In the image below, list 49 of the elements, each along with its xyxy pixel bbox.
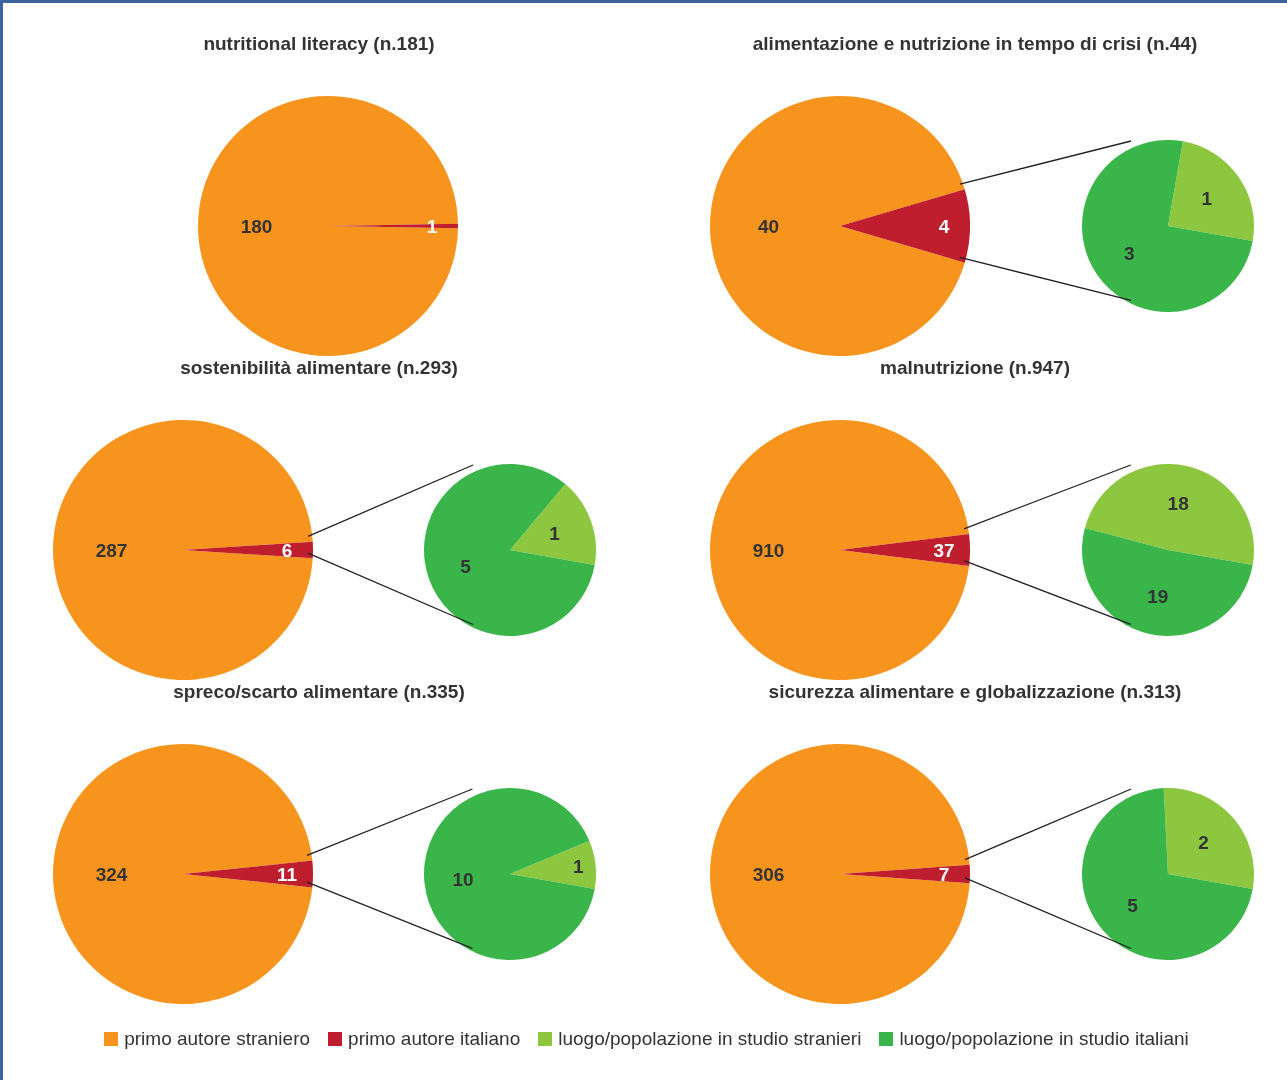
chart-title: sostenibilità alimentare (n.293) — [179, 357, 459, 379]
legend-label: primo autore italiano — [348, 1028, 521, 1050]
legend-label: luogo/popolazione in studio italiani — [899, 1028, 1189, 1050]
data-label: 19 — [1147, 585, 1169, 607]
pie-slice — [710, 96, 965, 356]
data-label: 10 — [452, 868, 474, 890]
data-label: 5 — [1127, 894, 1139, 916]
data-label: 180 — [240, 215, 273, 237]
pie-slice — [510, 484, 596, 565]
pie-slice — [510, 840, 596, 889]
pie-slice — [198, 96, 458, 356]
pie-slice — [53, 420, 313, 680]
pie-slice — [1084, 464, 1254, 565]
pie-slice — [710, 420, 970, 680]
data-label: 7 — [938, 863, 950, 885]
chart-title: alimentazione e nutrizione in tempo di crisi (n.44) — [751, 33, 1199, 55]
legend-label: luogo/popolazione in studio stranieri — [558, 1028, 862, 1050]
data-label: 40 — [757, 215, 780, 237]
chart-title: malnutrizione (n.947) — [879, 357, 1071, 379]
data-label: 324 — [95, 863, 128, 885]
pie-slice — [424, 788, 595, 960]
chart-title: nutritional literacy (n.181) — [202, 33, 436, 55]
data-label: 5 — [460, 555, 472, 577]
pie-slice — [1163, 788, 1254, 889]
pie-slice — [53, 744, 313, 1004]
data-label: 1 — [1201, 188, 1213, 210]
data-label: 910 — [752, 539, 785, 561]
data-label: 18 — [1167, 493, 1189, 515]
pie-slice — [840, 189, 970, 263]
data-label: 11 — [276, 863, 298, 885]
pie-slice — [1082, 140, 1253, 312]
data-label: 4 — [938, 215, 950, 237]
data-label: 1 — [549, 523, 561, 545]
data-label: 1 — [573, 855, 585, 877]
data-label: 6 — [281, 539, 293, 561]
data-label: 37 — [933, 539, 955, 561]
chart-title: sicurezza alimentare e globalizzazione (n.313) — [767, 681, 1183, 703]
data-label: 2 — [1198, 832, 1209, 854]
data-label: 3 — [1123, 242, 1135, 264]
pie-slice — [1082, 527, 1253, 636]
data-label: 287 — [95, 539, 128, 561]
chart-title: spreco/scarto alimentare (n.335) — [172, 681, 466, 703]
data-label: 306 — [752, 863, 785, 885]
data-label: 1 — [426, 215, 438, 237]
pie-slice — [710, 744, 970, 1004]
pie-slice — [1082, 788, 1253, 960]
pie-slice — [1168, 141, 1254, 241]
pie-slice — [424, 464, 595, 636]
legend-label: primo autore straniero — [124, 1028, 311, 1050]
